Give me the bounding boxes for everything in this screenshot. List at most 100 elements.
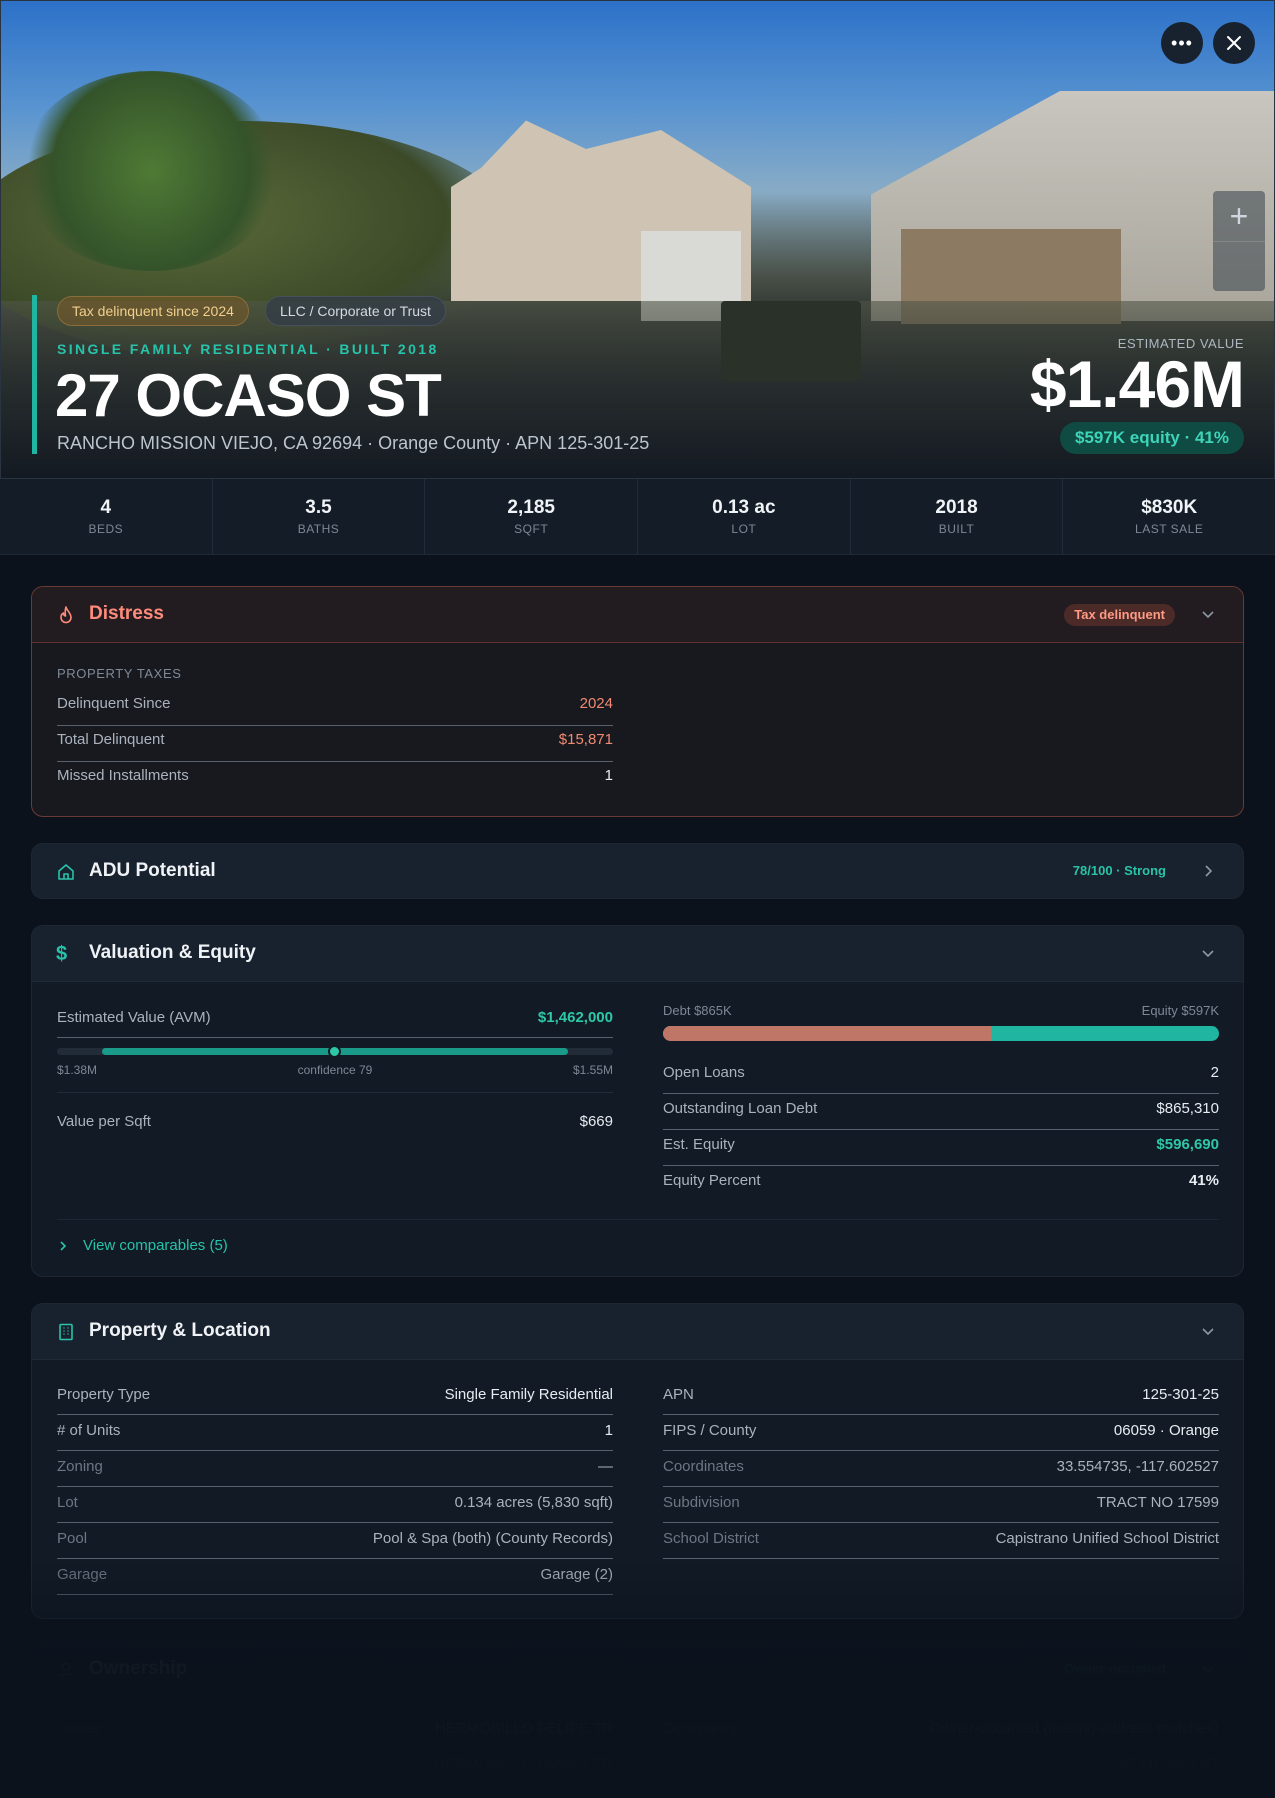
row-divider [663,1414,1219,1415]
close-button[interactable] [1213,22,1255,64]
row-value: Pool & Spa (both) (County Records) [372,1530,613,1547]
ellipsis-icon: ••• [1171,32,1193,53]
stat-value: 0.13 ac [712,497,776,518]
row-key: Occupancy [663,1720,739,1737]
adu-section[interactable]: ADU Potential 78/100 · Strong [31,843,1244,899]
stat-lot: 0.13 ac LOT [638,479,851,554]
row-value: HERMOSILLO FELIPE TR [434,1720,613,1737]
building-icon [59,1323,73,1341]
section-title: Valuation & Equity [89,942,256,963]
detail-row: # of Units 1 [57,1422,613,1439]
row-divider [663,1165,1219,1166]
section-divider [57,1219,1219,1220]
row-key: Delinquent Since [57,695,171,712]
distress-header[interactable]: Distress Tax delinquent [32,587,1243,643]
stats-bar: 4 BEDS 3.5 BATHS 2,185 SQFT 0.13 ac LOT 2018… [0,479,1275,555]
detail-row: FIPS / County 06059 · Orange [663,1422,1219,1439]
estimated-value: $1.46M [1029,347,1245,421]
section-title: ADU Potential [89,860,216,881]
ownership-header[interactable]: Ownership Owner-occupied [32,1642,1243,1698]
detail-row: Open Loans 2 [663,1064,1219,1081]
row-value: $596,690 [1156,1136,1219,1153]
detail-row: Occupancy Owner-occupied (mailing address… [663,1720,1219,1737]
property-photo [1,1,1274,478]
row-key: Equity Percent [663,1172,761,1189]
row-divider [663,1093,1219,1094]
stat-last-sale: $830K LAST SALE [1063,479,1275,554]
property-address: 27 OCASO ST [55,362,442,429]
home-icon [58,864,74,880]
property-subline: RANCHO MISSION VIEJO, CA 92694 · Orange … [57,433,650,453]
row-divider [57,1092,613,1093]
chevron-right-icon [60,1240,67,1251]
detail-row: Property Type Single Family Residential [57,1386,613,1403]
view-comparables-link[interactable]: View comparables (5) [57,1237,228,1254]
row-value: 06059 · Orange [1113,1422,1219,1439]
accent-bar [32,295,37,454]
debt-equity-bar [663,1026,1219,1041]
row-key: Outstanding Loan Debt [663,1100,818,1117]
avm-range-track [57,1045,613,1058]
row-divider [57,1450,613,1451]
chevron-down-icon[interactable] [1201,1324,1215,1338]
section-title: Property & Location [89,1320,271,1341]
row-divider [663,1558,1219,1559]
valuation-header[interactable]: $ Valuation & Equity [32,926,1243,982]
row-divider [57,1522,613,1523]
row-key: Pool [57,1530,88,1547]
row-key: Subdivision [663,1494,740,1511]
row-key: Open Loans [663,1064,745,1081]
chevron-down-icon[interactable] [1201,1662,1215,1676]
row-key: Lot [57,1494,78,1511]
zoom-in-button[interactable]: + [1229,198,1249,234]
row-value: 2 [1210,1064,1219,1081]
row-divider [663,1450,1219,1451]
hero: ••• + Tax delinquent since 2024 LLC / Co… [0,0,1275,479]
detail-row: Zoning — [57,1458,613,1475]
section-title: Distress [89,603,164,624]
detail-row: Lot 0.134 acres (5,830 sqft) [57,1494,613,1511]
row-key: Estimated Value (AVM) [57,1009,211,1026]
stat-sqft: 2,185 SQFT [425,479,639,554]
detail-row: Mailing Address 27 OCASO ST [663,1756,1219,1773]
adu-score: 78/100 · Strong [1072,863,1166,878]
row-value: 33.554735, -117.602527 [1056,1458,1219,1475]
comparables-label: View comparables (5) [83,1237,228,1254]
row-value: Single Family Residential [444,1386,613,1403]
detail-row: Missed Installments 1 [57,767,613,784]
row-value: 41% [1188,1172,1219,1189]
chevron-down-icon[interactable] [1201,946,1215,960]
property-header[interactable]: Property & Location [32,1304,1243,1360]
range-confidence: confidence 79 [297,1063,373,1077]
stat-value: 4 [100,497,112,518]
zoom-out-button[interactable] [1213,241,1265,291]
valuation-section: $ Valuation & Equity Estimated Value (AV… [31,925,1244,1277]
row-key: Missed Installments [57,767,189,784]
property-eyebrow: SINGLE FAMILY RESIDENTIAL · BUILT 2018 [57,341,439,357]
vps-row: Value per Sqft $669 [57,1113,613,1130]
chevron-down-icon[interactable] [1201,607,1215,621]
row-divider [57,1414,613,1415]
stat-value: 2018 [935,497,978,518]
row-key: School District [663,1530,759,1547]
stat-beds: 4 BEDS [0,479,213,554]
row-value: $865,310 [1156,1100,1219,1117]
stat-label: LAST SALE [1135,522,1204,536]
stat-value: 2,185 [507,497,555,518]
more-options-button[interactable]: ••• [1161,22,1203,64]
equity-label: Equity $597K [1141,1003,1219,1018]
ownership-section: Ownership Owner-occupied Owner HERMOSILLO… [31,1641,1244,1798]
row-value: Garage (2) [540,1566,613,1583]
chevron-right-icon[interactable] [1201,864,1215,878]
row-divider [663,1748,1219,1749]
detail-row: Garage Garage (2) [57,1566,613,1583]
adu-header[interactable]: ADU Potential 78/100 · Strong [32,844,1243,898]
range-high: $1.55M [572,1063,613,1077]
flame-icon [60,606,72,624]
tax-delinquent-pill: Tax delinquent since 2024 [57,296,249,326]
debt-fill [663,1026,992,1041]
stat-baths: 3.5 BATHS [213,479,426,554]
range-low: $1.38M [57,1063,98,1077]
stat-label: BUILT [938,522,975,536]
zoom-control: + [1213,191,1265,291]
